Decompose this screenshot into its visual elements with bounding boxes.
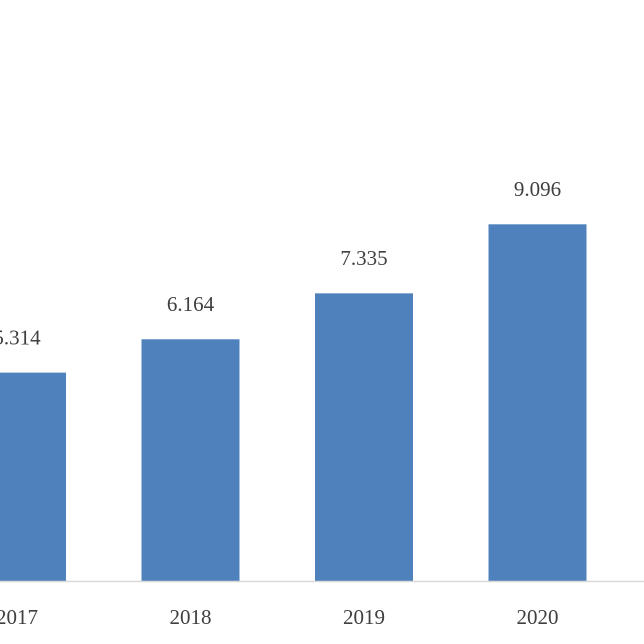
value-label: 9.096 (514, 177, 561, 201)
bar (488, 224, 587, 581)
x-tick-label: 2019 (343, 605, 385, 629)
bar (141, 339, 240, 581)
value-label: 6.164 (167, 292, 215, 316)
x-tick-label: 2017 (0, 605, 38, 629)
value-label: 5.314 (0, 325, 41, 349)
bar (315, 293, 413, 581)
x-tick-label: 2020 (517, 605, 559, 629)
bar (0, 372, 66, 581)
x-tick-label: 2018 (170, 605, 212, 629)
value-label: 7.335 (340, 246, 387, 270)
